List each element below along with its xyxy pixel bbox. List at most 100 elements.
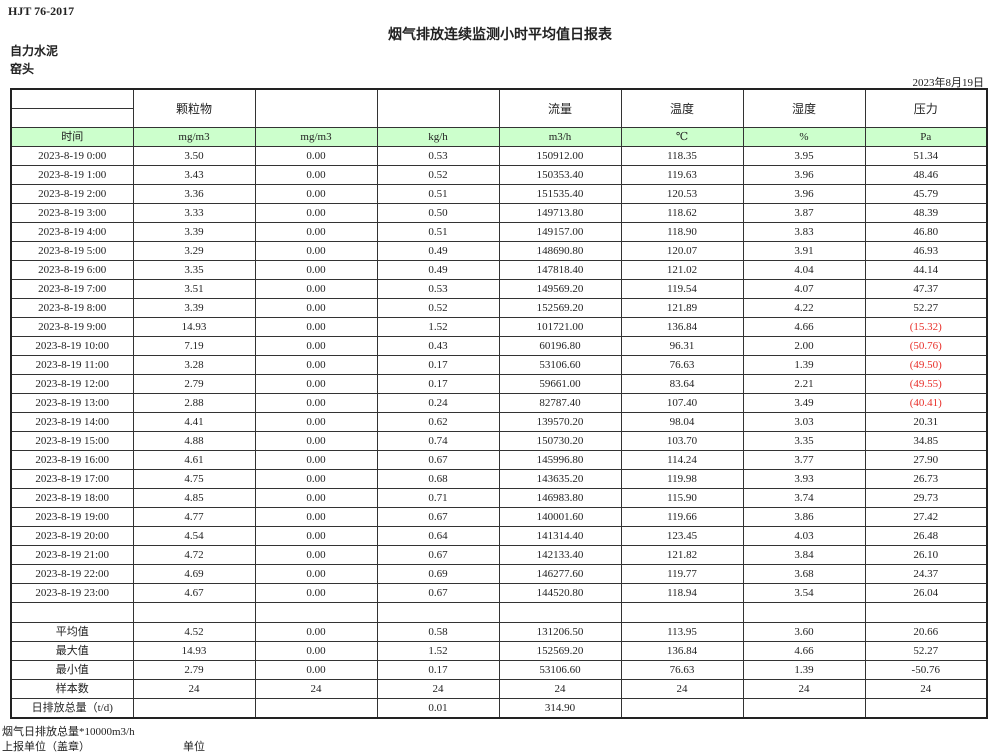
data-cell: 0.00 bbox=[254, 507, 378, 527]
data-cell: 3.86 bbox=[742, 507, 866, 527]
data-cell: 4.77 bbox=[132, 507, 256, 527]
data-cell: 0.53 bbox=[376, 146, 500, 166]
data-cell: 2.79 bbox=[132, 660, 256, 680]
data-cell: 119.77 bbox=[620, 564, 744, 584]
row-label: 2023-8-19 9:00 bbox=[10, 317, 134, 337]
data-cell: 3.33 bbox=[132, 203, 256, 223]
data-cell: 59661.00 bbox=[498, 374, 622, 394]
hourly-row: 2023-8-19 19:00 4.77 0.00 0.67 140001.60 119.… bbox=[10, 507, 988, 527]
data-cell: 0.00 bbox=[254, 412, 378, 432]
data-cell: 0.67 bbox=[376, 450, 500, 470]
data-cell: 4.72 bbox=[132, 545, 256, 565]
data-cell bbox=[742, 698, 866, 719]
row-label: 2023-8-19 7:00 bbox=[10, 279, 134, 299]
data-cell: 0.00 bbox=[254, 526, 378, 546]
footer-note: 烟气日排放总量*10000m3/h bbox=[2, 726, 135, 738]
data-cell: 45.79 bbox=[864, 184, 988, 204]
data-cell: 4.52 bbox=[132, 622, 256, 642]
data-cell: 26.48 bbox=[864, 526, 988, 546]
data-cell: 3.43 bbox=[132, 165, 256, 185]
hourly-row: 2023-8-19 2:00 3.36 0.00 0.51 151535.40 120.5… bbox=[10, 184, 988, 204]
data-cell: 44.14 bbox=[864, 260, 988, 280]
data-cell: 4.04 bbox=[742, 260, 866, 280]
stats-row: 样本数 24 24 24 24 24 24 24 bbox=[10, 679, 988, 699]
data-cell: 3.03 bbox=[742, 412, 866, 432]
data-cell: 152569.20 bbox=[498, 641, 622, 661]
hourly-row: 2023-8-19 11:00 3.28 0.00 0.17 53106.60 76.63… bbox=[10, 355, 988, 375]
data-cell: 0.00 bbox=[254, 317, 378, 337]
data-cell: 2.79 bbox=[132, 374, 256, 394]
hourly-row: 2023-8-19 10:00 7.19 0.00 0.43 60196.80 96.31… bbox=[10, 336, 988, 356]
hourly-row: 2023-8-19 7:00 3.51 0.00 0.53 149569.20 119.5… bbox=[10, 279, 988, 299]
data-cell: 0.00 bbox=[254, 641, 378, 661]
company-name: 自力水泥 bbox=[10, 44, 59, 58]
unit-cell: Pa bbox=[864, 127, 988, 147]
data-cell: 3.36 bbox=[132, 184, 256, 204]
data-cell: 0.62 bbox=[376, 412, 500, 432]
data-cell: 1.39 bbox=[742, 660, 866, 680]
data-cell: 0.17 bbox=[376, 355, 500, 375]
row-label: 2023-8-19 19:00 bbox=[10, 507, 134, 527]
hourly-row: 2023-8-19 15:00 4.88 0.00 0.74 150730.20 103.… bbox=[10, 431, 988, 451]
data-cell: 4.61 bbox=[132, 450, 256, 470]
data-cell: 150353.40 bbox=[498, 165, 622, 185]
data-cell bbox=[376, 602, 500, 623]
header-col-3 bbox=[254, 88, 378, 128]
data-cell: 60196.80 bbox=[498, 336, 622, 356]
hourly-row: 2023-8-19 9:00 14.93 0.00 1.52 101721.00 136.… bbox=[10, 317, 988, 337]
data-cell: 143635.20 bbox=[498, 469, 622, 489]
data-cell: 3.84 bbox=[742, 545, 866, 565]
report-date: 2023年8月19日 bbox=[912, 77, 985, 89]
row-label: 最小值 bbox=[10, 660, 134, 680]
data-cell: 46.80 bbox=[864, 222, 988, 242]
data-cell: 0.00 bbox=[254, 241, 378, 261]
data-cell: 150730.20 bbox=[498, 431, 622, 451]
hourly-row: 2023-8-19 20:00 4.54 0.00 0.64 141314.40 123.… bbox=[10, 526, 988, 546]
data-cell: 3.60 bbox=[742, 622, 866, 642]
stats-row: 最大值 14.93 0.00 1.52 152569.20 136.84 4.66 52.27 bbox=[10, 641, 988, 661]
data-cell: 4.66 bbox=[742, 641, 866, 661]
data-cell: 103.70 bbox=[620, 431, 744, 451]
data-cell: 0.00 bbox=[254, 222, 378, 242]
data-cell: 139570.20 bbox=[498, 412, 622, 432]
data-cell: 114.24 bbox=[620, 450, 744, 470]
data-cell: 3.96 bbox=[742, 184, 866, 204]
data-cell: 20.66 bbox=[864, 622, 988, 642]
data-cell: 150912.00 bbox=[498, 146, 622, 166]
data-cell: 24 bbox=[864, 679, 988, 699]
data-cell: 119.66 bbox=[620, 507, 744, 527]
row-label: 最大值 bbox=[10, 641, 134, 661]
data-cell: 107.40 bbox=[620, 393, 744, 413]
data-cell: 0.00 bbox=[254, 431, 378, 451]
data-cell: 4.85 bbox=[132, 488, 256, 508]
row-label: 2023-8-19 10:00 bbox=[10, 336, 134, 356]
hourly-row: 2023-8-19 1:00 3.43 0.00 0.52 150353.40 119.6… bbox=[10, 165, 988, 185]
data-cell: 24 bbox=[742, 679, 866, 699]
unit-cell: mg/m3 bbox=[254, 127, 378, 147]
data-cell bbox=[132, 602, 256, 623]
row-label: 2023-8-19 15:00 bbox=[10, 431, 134, 451]
data-cell: 26.10 bbox=[864, 545, 988, 565]
row-label: 2023-8-19 6:00 bbox=[10, 260, 134, 280]
data-cell: 140001.60 bbox=[498, 507, 622, 527]
data-cell: 83.64 bbox=[620, 374, 744, 394]
data-cell: 0.00 bbox=[254, 184, 378, 204]
data-cell: (49.55) bbox=[864, 374, 988, 394]
data-cell: 121.89 bbox=[620, 298, 744, 318]
data-cell: 2.00 bbox=[742, 336, 866, 356]
data-cell: 98.04 bbox=[620, 412, 744, 432]
data-cell: 118.90 bbox=[620, 222, 744, 242]
data-cell: 101721.00 bbox=[498, 317, 622, 337]
data-cell: 3.28 bbox=[132, 355, 256, 375]
data-cell: 4.67 bbox=[132, 583, 256, 603]
hourly-row: 2023-8-19 0:00 3.50 0.00 0.53 150912.00 118.3… bbox=[10, 146, 988, 166]
data-cell: 53106.60 bbox=[498, 355, 622, 375]
data-cell: 4.41 bbox=[132, 412, 256, 432]
data-cell bbox=[254, 602, 378, 623]
data-cell: 47.37 bbox=[864, 279, 988, 299]
data-cell: 2.21 bbox=[742, 374, 866, 394]
data-cell: 120.53 bbox=[620, 184, 744, 204]
data-cell: 3.87 bbox=[742, 203, 866, 223]
row-label: 平均值 bbox=[10, 622, 134, 642]
data-cell: 0.00 bbox=[254, 203, 378, 223]
